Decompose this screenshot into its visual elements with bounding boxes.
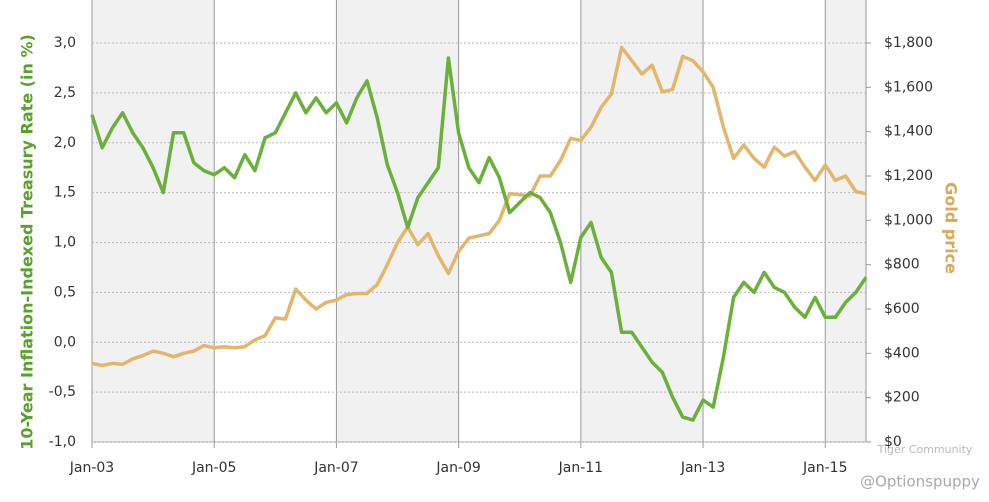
y2-axis-title: Gold price (942, 182, 961, 274)
y-tick-label: -1,0 (49, 434, 76, 450)
y-tick-label: 0,0 (54, 334, 76, 350)
plot-band (214, 0, 337, 442)
x-tick-label: Jan-09 (435, 460, 480, 476)
y2-tick-label: $1,400 (884, 124, 933, 140)
x-tick-label: Jan-03 (69, 460, 114, 476)
watermark: @Optionspuppy (860, 473, 980, 491)
y-tick-label: 2,0 (54, 135, 76, 151)
y2-tick-label: $400 (884, 345, 920, 361)
plot-band (336, 0, 459, 442)
x-tick-label: Jan-07 (313, 460, 358, 476)
y2-tick-label: $1,600 (884, 79, 933, 95)
y-axis-title: 10-Year Inflation-Indexed Treasury Rate … (18, 34, 37, 450)
x-tick-label: Jan-13 (680, 460, 725, 476)
y-tick-label: 3,0 (54, 35, 76, 51)
plot-band (703, 0, 826, 442)
x-tick-label: Jan-05 (191, 460, 236, 476)
y2-tick-label: $0 (884, 434, 902, 450)
y2-tick-label: $200 (884, 390, 920, 406)
y-tick-label: 1,0 (54, 235, 76, 251)
series-line (90, 56, 868, 422)
y2-tick-label: $1,800 (884, 35, 933, 51)
y-tick-label: 0,5 (54, 284, 76, 300)
series-line (91, 45, 867, 368)
plot-band (825, 0, 866, 442)
x-tick-label: Jan-11 (558, 460, 603, 476)
y2-tick-label: $800 (884, 257, 920, 273)
y2-tick-label: $600 (884, 301, 920, 317)
plot-band (458, 0, 581, 442)
plot-band (580, 0, 704, 442)
y-tick-label: 1,5 (54, 185, 76, 201)
y-tick-label: -0,5 (49, 384, 76, 400)
y-tick-label: 2,5 (54, 85, 76, 101)
plot-band (92, 0, 215, 442)
y2-tick-label: $1,000 (884, 212, 933, 228)
x-tick-label: Jan-15 (802, 460, 847, 476)
y2-tick-label: $1,200 (884, 168, 933, 184)
watermark: Tiger Community (877, 443, 973, 456)
